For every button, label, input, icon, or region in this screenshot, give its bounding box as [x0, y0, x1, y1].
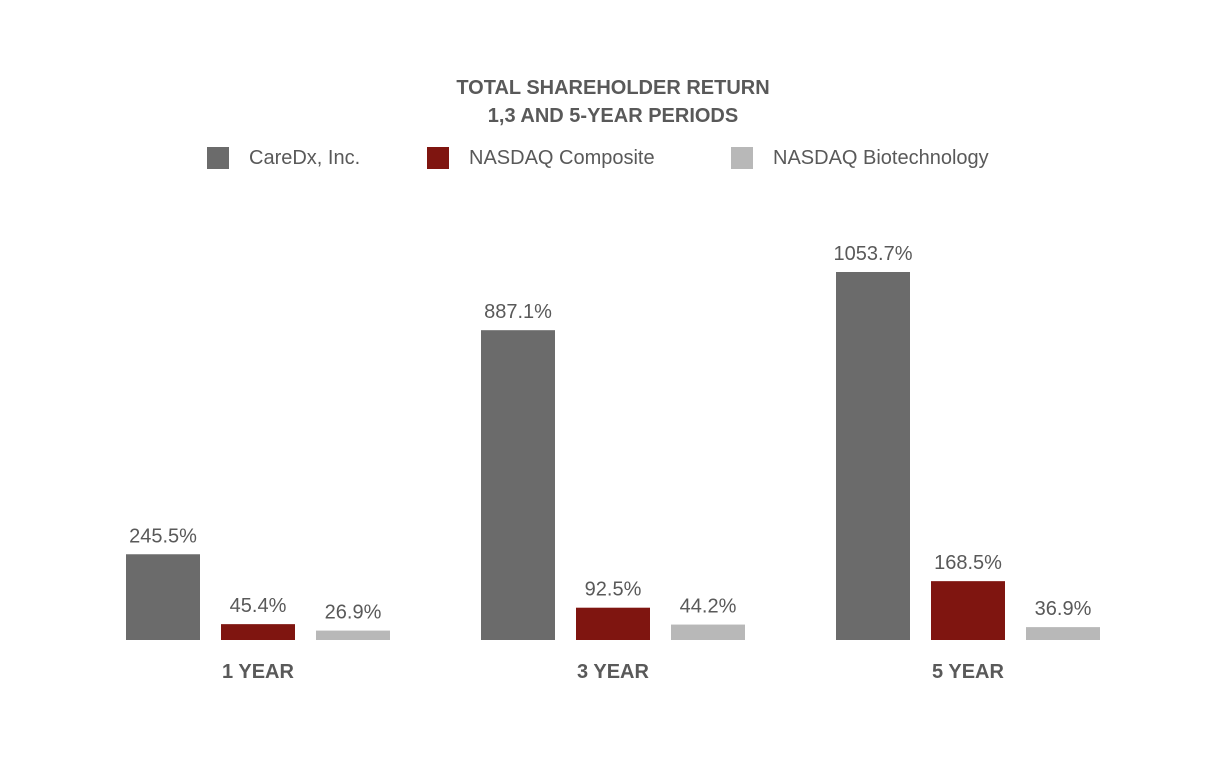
value-label-nasdaq-composite-1-year: 45.4% [230, 595, 287, 617]
legend-item-nasdaq-biotechnology: NASDAQ Biotechnology [731, 146, 989, 170]
value-label-nasdaq-biotechnology-3-year: 44.2% [680, 596, 737, 618]
value-label-caredx-inc-3-year: 887.1% [484, 301, 552, 323]
bar-caredx-inc-5-year [836, 272, 910, 640]
bar-caredx-inc-1-year [126, 554, 200, 640]
bar-nasdaq-composite-5-year [931, 581, 1005, 640]
legend-swatch-caredx [207, 147, 229, 169]
value-label-nasdaq-composite-3-year: 92.5% [585, 579, 642, 601]
legend-label-nasdaq-biotechnology: NASDAQ Biotechnology [773, 146, 989, 169]
bar-nasdaq-biotechnology-1-year [316, 630, 390, 640]
legend-swatch-nasdaq-composite [427, 147, 449, 169]
bar-nasdaq-biotechnology-5-year [1026, 627, 1100, 640]
legend-item-nasdaq-composite: NASDAQ Composite [427, 146, 655, 170]
value-label-caredx-inc-1-year: 245.5% [129, 525, 197, 547]
value-label-nasdaq-biotechnology-1-year: 26.9% [325, 602, 382, 624]
category-label-5-year: 5 YEAR [932, 661, 1004, 683]
value-label-nasdaq-composite-5-year: 168.5% [934, 552, 1002, 574]
chart-subtitle: 1,3 AND 5-YEAR PERIODS [487, 105, 739, 127]
legend-label-nasdaq-composite: NASDAQ Composite [469, 146, 655, 169]
legend-label-caredx: CareDx, Inc. [249, 146, 361, 169]
legend-swatch-nasdaq-biotechnology [731, 147, 753, 169]
bar-nasdaq-composite-3-year [576, 607, 650, 640]
value-label-nasdaq-biotechnology-5-year: 36.9% [1035, 598, 1092, 620]
chart-title: TOTAL SHAREHOLDER RETURN [456, 77, 770, 99]
value-label-caredx-inc-5-year: 1053.7% [834, 243, 913, 265]
bar-caredx-inc-3-year [481, 330, 555, 640]
bar-nasdaq-biotechnology-3-year [671, 624, 745, 640]
legend-item-caredx: CareDx, Inc. [207, 146, 360, 170]
bar-nasdaq-composite-1-year [221, 624, 295, 640]
category-label-3-year: 3 YEAR [577, 661, 649, 683]
category-label-1-year: 1 YEAR [222, 661, 294, 683]
